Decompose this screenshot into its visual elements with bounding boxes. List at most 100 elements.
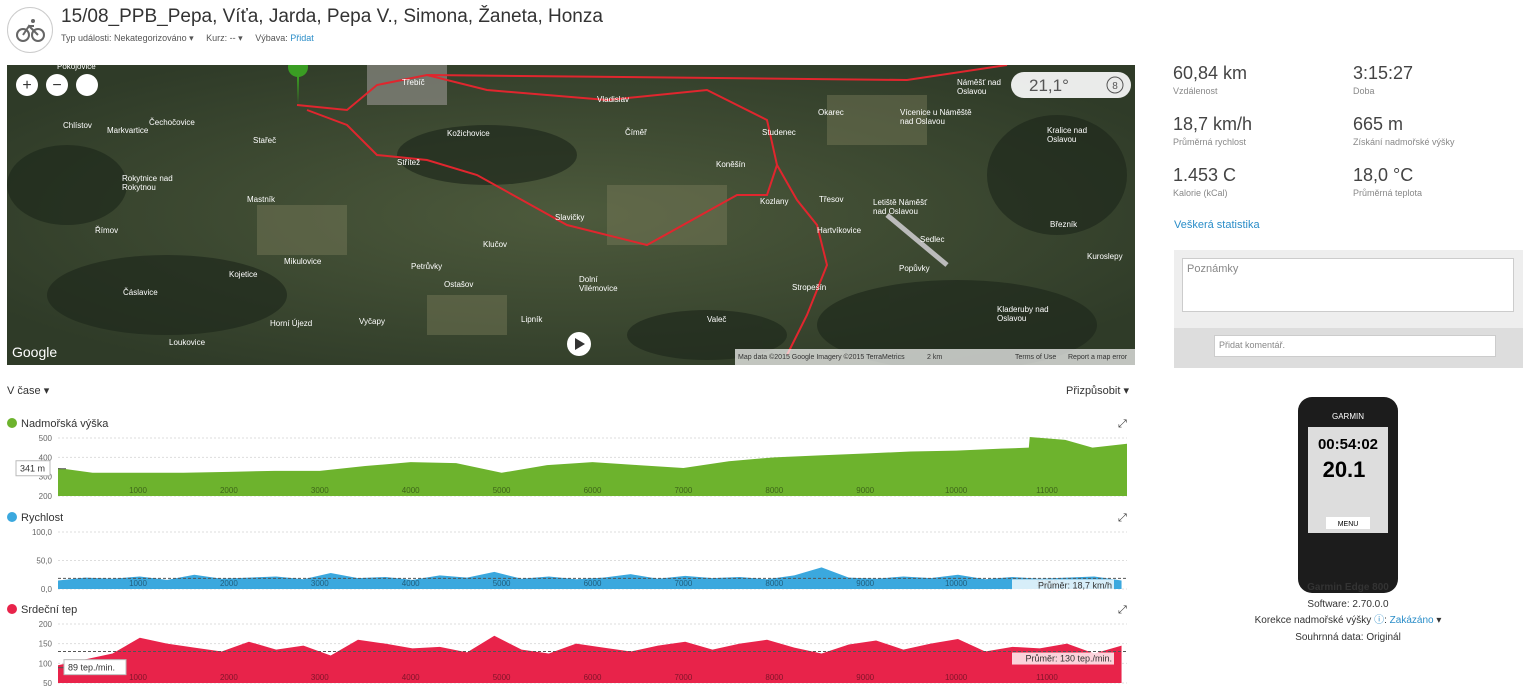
x-tick-label: 10000 xyxy=(945,673,968,682)
stat-value: 665 m xyxy=(1353,114,1404,134)
expand-icon: ⤢ xyxy=(1118,418,1127,430)
svg-text:+: + xyxy=(22,77,31,94)
course[interactable]: -- xyxy=(229,33,236,43)
x-tick-label: 8000 xyxy=(765,579,783,588)
y-tick-label: 200 xyxy=(39,620,53,629)
all-stats-link[interactable]: Veškerá statistika xyxy=(1174,219,1260,231)
place-label: Sedlec xyxy=(920,235,944,244)
gear-add[interactable]: Přidat xyxy=(290,33,314,43)
y-tick-label: 0,0 xyxy=(41,585,53,594)
start-marker xyxy=(288,65,308,105)
average-box xyxy=(1012,652,1114,665)
device-image: GARMIN 00:54:02 20.1 MENU xyxy=(1298,397,1398,593)
fit-toggle[interactable]: Přizpůsobit ▾ xyxy=(1066,385,1129,397)
bike-icon xyxy=(16,19,45,42)
x-tick-label: 11000 xyxy=(1036,486,1058,495)
x-tick-label: 5000 xyxy=(493,579,511,588)
label: Korekce nadmořské výšky xyxy=(1254,615,1372,626)
activity-title[interactable]: 15/08_PPB_Pepa, Víťa, Jarda, Pepa V., Si… xyxy=(61,6,603,27)
x-tick-label: 8000 xyxy=(765,486,783,495)
average-box xyxy=(1012,579,1114,592)
mode-toggle[interactable]: V čase ▾ xyxy=(7,385,50,397)
place-label: Mikulovice xyxy=(284,257,322,266)
mode: V čase xyxy=(7,385,41,397)
map-controls[interactable]: + − xyxy=(16,74,98,96)
y-tick-label: 150 xyxy=(39,640,53,649)
place-label: Rokytnice nad Rokytnou xyxy=(122,174,173,192)
place-label: Petrůvky xyxy=(411,262,442,271)
notes-input[interactable]: Poznámky xyxy=(1182,258,1514,312)
place-label: Hartvíkovice xyxy=(817,226,862,235)
device-menu: MENU xyxy=(1338,521,1359,528)
elevation-correction[interactable]: Zakázáno xyxy=(1389,615,1434,626)
place-label: Kožichovice xyxy=(447,129,490,138)
device-name: Garmin Edge 800 xyxy=(1307,582,1389,593)
x-tick-label: 7000 xyxy=(675,486,693,495)
x-tick-label: 2000 xyxy=(220,673,238,682)
event-type[interactable]: Nekategorizováno xyxy=(114,33,187,43)
x-tick-label: 5000 xyxy=(493,673,511,682)
place-label: Okarec xyxy=(818,108,844,117)
x-tick-label: 7000 xyxy=(675,673,693,682)
stat-value: 1.453 C xyxy=(1173,165,1237,185)
place-label: Římov xyxy=(95,226,118,235)
stat-label: Vzdálenost xyxy=(1173,86,1218,96)
wind: 8 xyxy=(1112,81,1118,92)
place-label: Letiště Náměšť nad Oslavou xyxy=(873,198,928,216)
expand-icon: ⤢ xyxy=(1118,604,1127,616)
place-label: Třesov xyxy=(819,195,843,204)
activity-icon xyxy=(7,7,53,53)
place-label: Čechočovice xyxy=(149,118,195,127)
place-label: Vyčapy xyxy=(359,317,385,326)
x-tick-label: 1000 xyxy=(129,486,147,495)
device-info: Garmin Edge 800 Software: 2.70.0.0 Korek… xyxy=(1254,582,1442,643)
x-tick-label: 1000 xyxy=(129,673,147,682)
map[interactable]: + − 21,1° 8 Google Map data ©2015 Google … xyxy=(7,65,1135,365)
average-label: Průměr: 130 tep./min. xyxy=(1025,654,1112,664)
place-label: Pokojovice xyxy=(57,65,96,71)
x-tick-label: 7000 xyxy=(675,579,693,588)
label: Typ události: xyxy=(61,33,112,43)
scale: 2 km xyxy=(927,354,942,361)
stat: 18,7 km/h Průměrná rychlost xyxy=(1173,114,1252,147)
x-tick-label: 4000 xyxy=(402,673,420,682)
report[interactable]: Report a map error xyxy=(1068,354,1128,361)
terms[interactable]: Terms of Use xyxy=(1015,354,1056,361)
stat-value: 18,0 °C xyxy=(1353,165,1414,185)
charts: Nadmořská výška ⤢ 200 300 400 500 1000 2000 3000… xyxy=(7,418,1127,688)
device-summary: Souhrnná data: Originál xyxy=(1295,631,1401,643)
label: Kurz: xyxy=(206,33,228,43)
place-label: Stařeč xyxy=(253,136,276,145)
place-label: Vladislav xyxy=(597,95,629,104)
x-tick-label: 9000 xyxy=(856,673,874,682)
x-tick-label: 5000 xyxy=(493,486,511,495)
place-label: Lipník xyxy=(521,315,543,324)
series-name: Srdeční tep xyxy=(21,604,77,616)
x-tick-label: 6000 xyxy=(584,486,602,495)
y-tick-label: 50 xyxy=(43,679,52,688)
place-label: Dolní Vilémovice xyxy=(579,275,618,293)
device-brand: GARMIN xyxy=(1332,412,1364,421)
temperature: 21,1° xyxy=(1029,76,1069,95)
place-label: Studenec xyxy=(762,128,796,137)
x-tick-label: 4000 xyxy=(402,579,420,588)
x-tick-label: 9000 xyxy=(856,486,874,495)
y-tick-label: 100 xyxy=(39,659,53,668)
legend-dot xyxy=(7,604,17,614)
comment-input[interactable]: Přidat komentář. xyxy=(1214,335,1496,357)
expand-icon: ⤢ xyxy=(1118,512,1127,524)
weather-box xyxy=(1011,72,1131,98)
stat: 18,0 °C Průměrná teplota xyxy=(1353,165,1422,198)
place-label: Loukovice xyxy=(169,338,206,347)
x-tick-label: 3000 xyxy=(311,486,329,495)
device-speed: 20.1 xyxy=(1323,457,1366,482)
cursor-label: 341 m xyxy=(20,464,45,474)
place-label: Číměř xyxy=(625,128,647,137)
place-label: Klučov xyxy=(483,240,507,249)
stat-label: Průměrná rychlost xyxy=(1173,137,1247,147)
area xyxy=(58,437,1127,496)
activity-meta: Typ události: Nekategorizováno ▾ Kurz: -… xyxy=(61,33,314,43)
series-name: Rychlost xyxy=(21,512,63,524)
stat: 1.453 C Kalorie (kCal) xyxy=(1173,165,1236,198)
